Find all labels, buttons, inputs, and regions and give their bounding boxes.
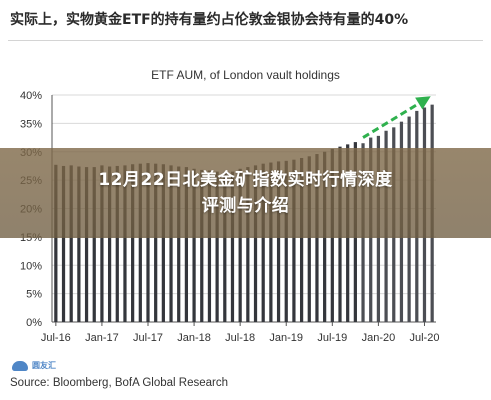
bar — [269, 162, 273, 322]
bar — [261, 163, 265, 322]
bar — [54, 164, 58, 322]
bar — [230, 171, 235, 322]
trend-arrow-line — [362, 96, 429, 139]
bar — [238, 168, 242, 322]
headline-banner: 12月22日北美金矿指数实时行情深度 评测与介绍 — [0, 148, 491, 238]
x-tick-label: Jan-19 — [269, 332, 303, 344]
bar — [77, 166, 81, 322]
bar — [215, 171, 219, 322]
bar — [292, 159, 296, 322]
bar — [246, 167, 250, 322]
brand-logo: 圆友汇 — [12, 360, 56, 371]
y-tick-label: 10% — [20, 260, 42, 272]
bar — [69, 165, 73, 322]
bar — [161, 164, 165, 322]
header-divider — [8, 40, 483, 41]
source-note: Source: Bloomberg, BofA Global Research — [10, 377, 228, 389]
y-tick-label: 40% — [20, 90, 42, 102]
y-tick-label: 35% — [20, 118, 42, 130]
bar — [131, 164, 135, 322]
bar — [207, 170, 212, 322]
bar — [315, 154, 319, 322]
bar — [115, 165, 119, 322]
headline: 实际上，实物黄金ETF的持有量约占伦敦金银协会持有量的40% — [10, 12, 409, 28]
x-tick-label: Jan-18 — [177, 332, 211, 344]
bar — [192, 168, 196, 322]
bar — [123, 165, 127, 322]
bar — [169, 165, 173, 322]
bar — [223, 172, 227, 322]
bar — [100, 165, 104, 322]
x-tick-label: Jul-20 — [409, 332, 439, 344]
bar — [61, 165, 66, 322]
x-tick-label: Jul-19 — [317, 332, 347, 344]
x-tick-label: Jan-17 — [85, 332, 119, 344]
bar — [84, 167, 89, 322]
bar — [107, 166, 112, 322]
bar — [307, 156, 311, 322]
chart-title: ETF AUM, of London vault holdings — [151, 68, 340, 82]
y-tick-label: 0% — [26, 317, 42, 329]
x-tick-label: Jul-17 — [133, 332, 163, 344]
bar — [177, 166, 181, 322]
bar — [154, 163, 158, 322]
bar — [138, 163, 142, 322]
x-tick-label: Jan-20 — [362, 332, 396, 344]
bar — [253, 165, 258, 322]
bar — [276, 161, 281, 322]
bar — [200, 169, 204, 322]
x-tick-label: Jul-16 — [41, 332, 71, 344]
trend-arrow-head — [415, 96, 431, 110]
x-tick-label: Jul-18 — [225, 332, 255, 344]
banner-line-1: 12月22日北美金矿指数实时行情深度 — [98, 170, 393, 190]
bar — [284, 160, 288, 322]
logo-text: 圆友汇 — [32, 361, 56, 370]
y-tick-label: 5% — [26, 289, 42, 301]
bar — [184, 167, 189, 322]
bar — [92, 167, 96, 322]
logo-icon — [12, 360, 28, 371]
bar — [146, 163, 150, 322]
bar — [299, 157, 304, 322]
banner-line-2: 评测与介绍 — [201, 196, 290, 216]
